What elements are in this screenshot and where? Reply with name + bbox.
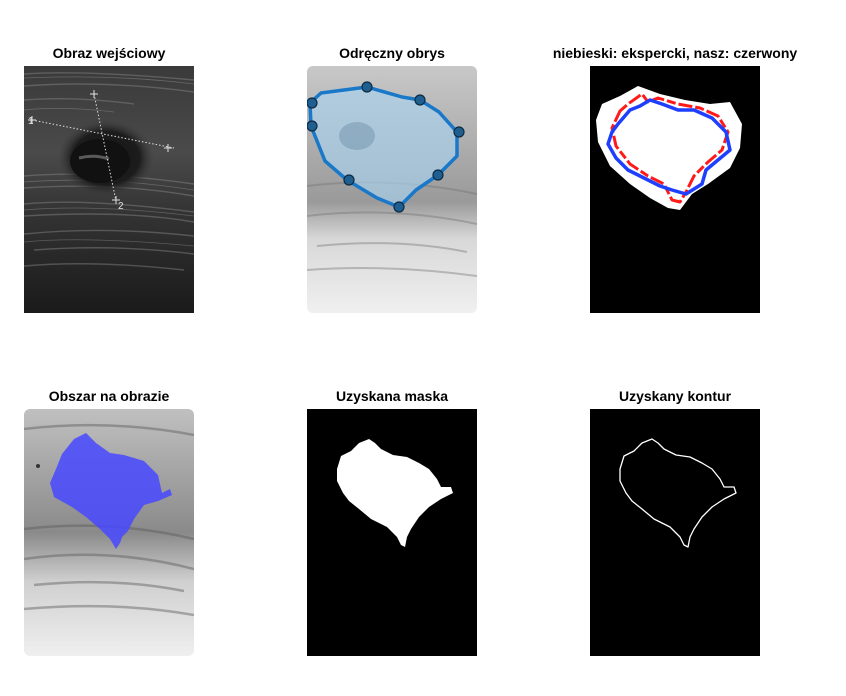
obtained-mask-image bbox=[307, 409, 477, 656]
handdrawn-outline-image bbox=[307, 66, 477, 313]
panel-title-comparison: niebieski: ekspercki, nasz: czerwony bbox=[552, 45, 798, 61]
caliper-label-2: 2 bbox=[118, 201, 124, 212]
input-ultrasound-image: 1 2 bbox=[24, 66, 194, 313]
panel-title-handdrawn-outline: Odręczny obrys bbox=[339, 45, 445, 61]
panel-title-input-image: Obraz wejściowy bbox=[52, 45, 166, 61]
panel-title-obtained-mask: Uzyskana maska bbox=[335, 388, 449, 404]
panel-title-region-on-image: Obszar na obrazie bbox=[48, 388, 170, 404]
contour-comparison-image bbox=[590, 66, 760, 313]
caliper-label-1: 1 bbox=[28, 116, 34, 127]
panel-title-obtained-contour: Uzyskany kontur bbox=[618, 388, 732, 404]
obtained-contour-image bbox=[590, 409, 760, 656]
region-overlay-image bbox=[24, 409, 194, 656]
